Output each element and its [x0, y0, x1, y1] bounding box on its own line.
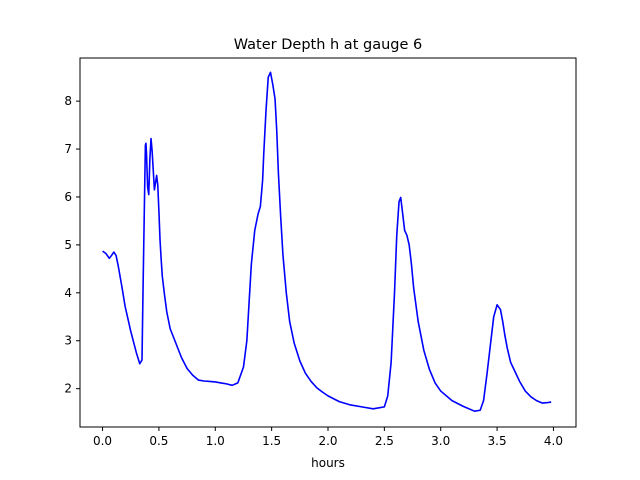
x-tick-label: 0.5 [149, 434, 168, 448]
x-tick-label: 4.0 [544, 434, 563, 448]
x-tick-label: 3.5 [488, 434, 507, 448]
y-axis-ticks: 2 3 4 5 6 7 8 [64, 94, 80, 396]
water-depth-line [102, 71, 552, 412]
y-tick-label: 3 [64, 334, 72, 348]
x-axis-label: hours [311, 456, 345, 470]
plot-frame [79, 57, 577, 428]
y-tick-label: 7 [64, 142, 72, 156]
x-tick-label: 2.5 [375, 434, 394, 448]
y-tick-label: 5 [64, 238, 72, 252]
x-tick-label: 3.0 [431, 434, 450, 448]
y-tick-label: 8 [64, 94, 72, 108]
y-tick-label: 6 [64, 190, 72, 204]
y-tick-label: 2 [64, 382, 72, 396]
x-tick-label: 1.5 [262, 434, 281, 448]
x-tick-label: 2.0 [318, 434, 337, 448]
chart-title: Water Depth h at gauge 6 [234, 37, 422, 53]
x-axis-ticks: 0.0 0.5 1.0 1.5 2.0 2.5 3.0 3.5 4.0 [93, 427, 563, 448]
plot-area [102, 71, 552, 412]
x-tick-label: 1.0 [206, 434, 225, 448]
x-tick-label: 0.0 [93, 434, 112, 448]
y-tick-label: 4 [64, 286, 72, 300]
